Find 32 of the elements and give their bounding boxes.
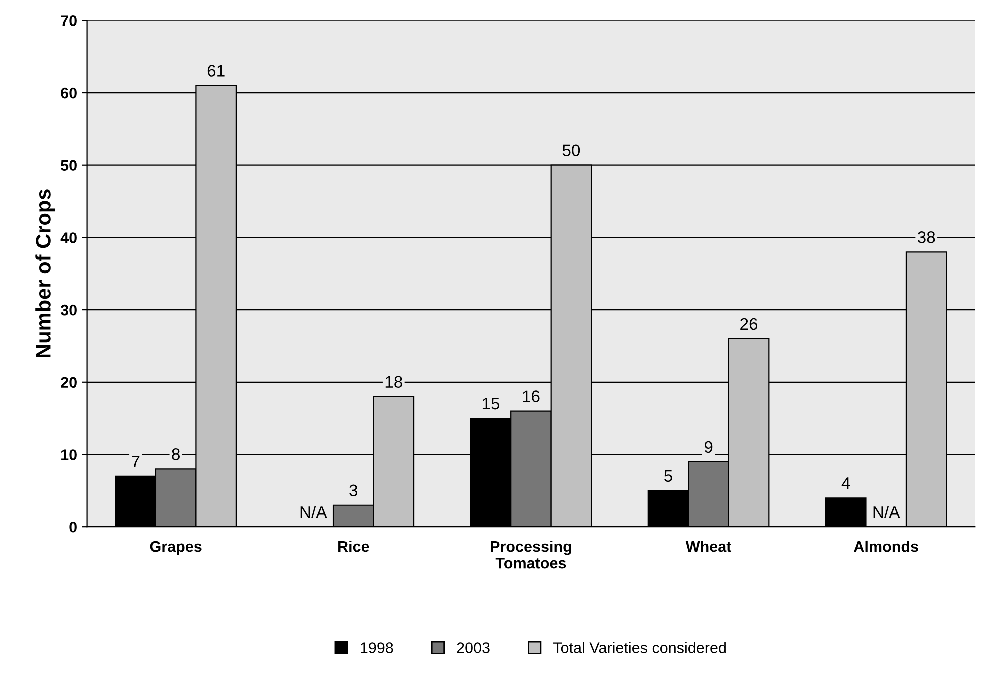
y-tick-label: 10 xyxy=(62,450,77,460)
legend-label: 2003 xyxy=(457,642,490,654)
data-label: 38 xyxy=(918,232,936,244)
data-label: 61 xyxy=(208,65,225,77)
data-label: 7 xyxy=(132,456,140,468)
x-tick-label: Processing Tomatoes xyxy=(491,540,572,569)
data-label: 16 xyxy=(523,390,540,402)
y-axis-title: Number of Crops xyxy=(36,190,56,358)
data-label: 26 xyxy=(740,318,758,330)
y-tick-label: 40 xyxy=(60,232,77,244)
y-tick-label: 70 xyxy=(61,16,77,26)
y-tick-label: 20 xyxy=(61,377,77,388)
y-tick-label: 30 xyxy=(60,304,77,316)
y-tick-label: 50 xyxy=(61,160,77,172)
x-tick-label: Rice xyxy=(338,540,370,552)
legend-label: Total Varieties considered xyxy=(554,642,726,654)
legend-label: 1998 xyxy=(361,642,394,654)
data-label: 18 xyxy=(386,376,402,388)
data-label: 50 xyxy=(562,144,580,157)
data-label: 15 xyxy=(482,398,500,410)
data-label: 9 xyxy=(704,441,713,454)
x-tick-label: Wheat xyxy=(686,540,732,552)
text: N/A xyxy=(300,506,328,518)
text: N/A xyxy=(874,506,900,518)
x-tick-label: Almonds xyxy=(854,540,918,552)
data-label: 4 xyxy=(842,478,850,490)
data-label: 8 xyxy=(172,448,180,460)
y-tick-label: 60 xyxy=(61,88,77,99)
x-tick-label: Grapes xyxy=(150,541,202,556)
y-tick-label: 0 xyxy=(70,522,77,533)
data-label: 3 xyxy=(350,484,358,497)
data-label: 5 xyxy=(664,470,672,482)
